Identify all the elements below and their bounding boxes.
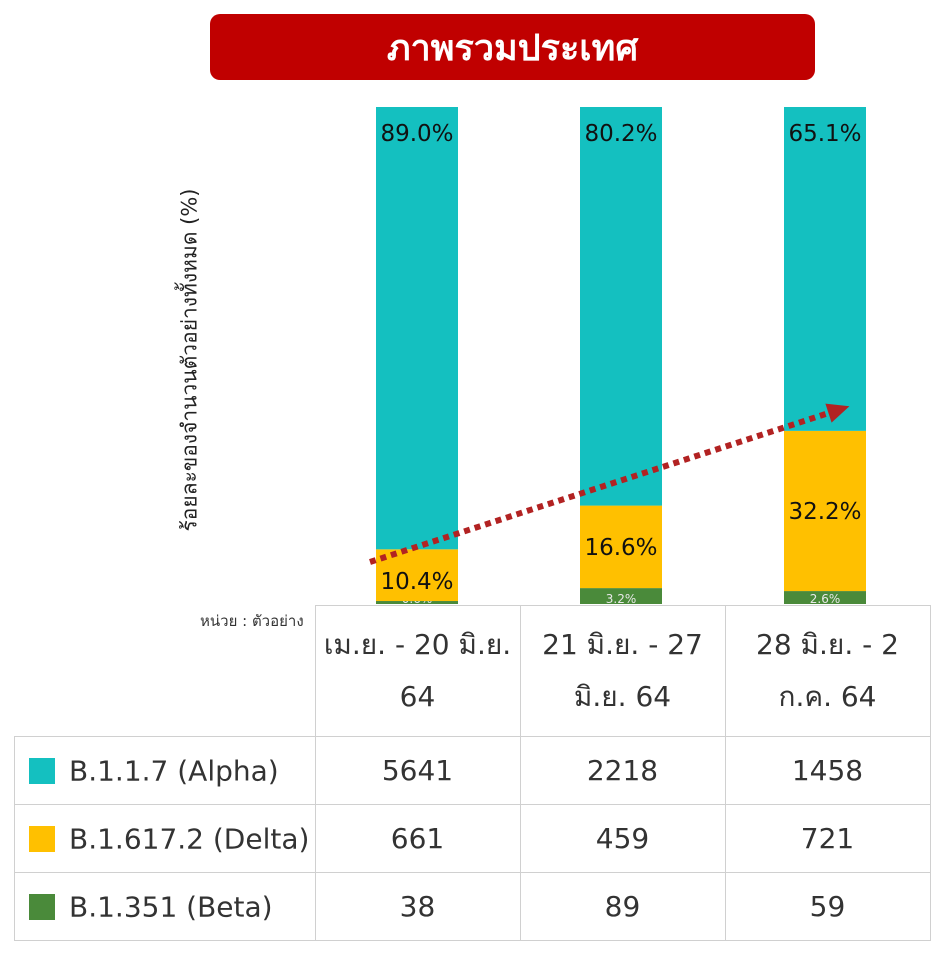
legend-label: B.1.1.7 (Alpha) — [69, 754, 279, 788]
data-label-alpha: 65.1% — [788, 121, 861, 147]
legend-cell-delta: B.1.617.2 (Delta) — [14, 803, 316, 873]
bar-alpha — [376, 107, 458, 550]
bar-alpha — [784, 107, 866, 431]
table-cell: 1458 — [724, 735, 931, 805]
table-row: B.1.1.7 (Alpha) 5641 2218 1458 — [14, 735, 931, 805]
bar-beta — [580, 588, 662, 604]
table-cell: 5641 — [314, 735, 521, 805]
header-cell: 28 มิ.ย. - 2 ก.ค. 64 — [724, 605, 931, 737]
table-cell: 721 — [724, 803, 931, 873]
unit-label: หน่วย : ตัวอย่าง — [200, 612, 304, 630]
bar-beta — [784, 591, 866, 604]
table-cell: 2218 — [519, 735, 726, 805]
table-cell: 459 — [519, 803, 726, 873]
data-label-alpha: 80.2% — [584, 121, 657, 147]
title-banner: ภาพรวมประเทศ — [210, 14, 815, 80]
bar-delta — [580, 505, 662, 589]
header-row: เม.ย. - 20 มิ.ย. 64 21 มิ.ย. - 27 มิ.ย. … — [15, 605, 931, 737]
data-label-beta: 2.6% — [810, 592, 841, 606]
bar-delta — [376, 549, 458, 602]
legend-cell-alpha: B.1.1.7 (Alpha) — [14, 735, 316, 805]
table-cell: 89 — [519, 871, 726, 941]
header-cell: เม.ย. - 20 มิ.ย. 64 — [314, 605, 521, 737]
table-cell: 661 — [314, 803, 521, 873]
table-row: B.1.617.2 (Delta) 661 459 721 — [14, 803, 931, 873]
data-label-beta: 3.2% — [606, 592, 637, 606]
alpha-swatch — [29, 757, 55, 784]
table-cell: 59 — [724, 871, 931, 941]
legend-label: B.1.351 (Beta) — [69, 890, 273, 924]
legend-label: B.1.617.2 (Delta) — [69, 822, 310, 856]
bar-beta — [376, 601, 458, 604]
data-label-delta: 10.4% — [380, 569, 453, 595]
bar-delta — [784, 430, 866, 592]
legend-cell-beta: B.1.351 (Beta) — [14, 871, 316, 941]
data-label-alpha: 89.0% — [380, 121, 453, 147]
data-label-delta: 16.6% — [584, 535, 657, 561]
table-cell: 38 — [314, 871, 521, 941]
table-row: B.1.351 (Beta) 38 89 59 — [14, 871, 931, 941]
header-cell: 21 มิ.ย. - 27 มิ.ย. 64 — [519, 605, 726, 737]
chart-title: ภาพรวมประเทศ — [386, 27, 639, 69]
data-table: เม.ย. - 20 มิ.ย. 64 21 มิ.ย. - 27 มิ.ย. … — [14, 605, 931, 941]
data-label-delta: 32.2% — [788, 499, 861, 525]
header-blank-cell — [15, 606, 316, 737]
trend-arrow-line — [369, 407, 839, 565]
delta-swatch — [29, 825, 55, 852]
stacked-bar-chart: 0.6%10.4%89.0%3.2%16.6%80.2%2.6%32.2%65.… — [369, 107, 866, 606]
trend-arrow-head — [825, 403, 850, 423]
bar-alpha — [580, 107, 662, 506]
beta-swatch — [29, 893, 55, 920]
